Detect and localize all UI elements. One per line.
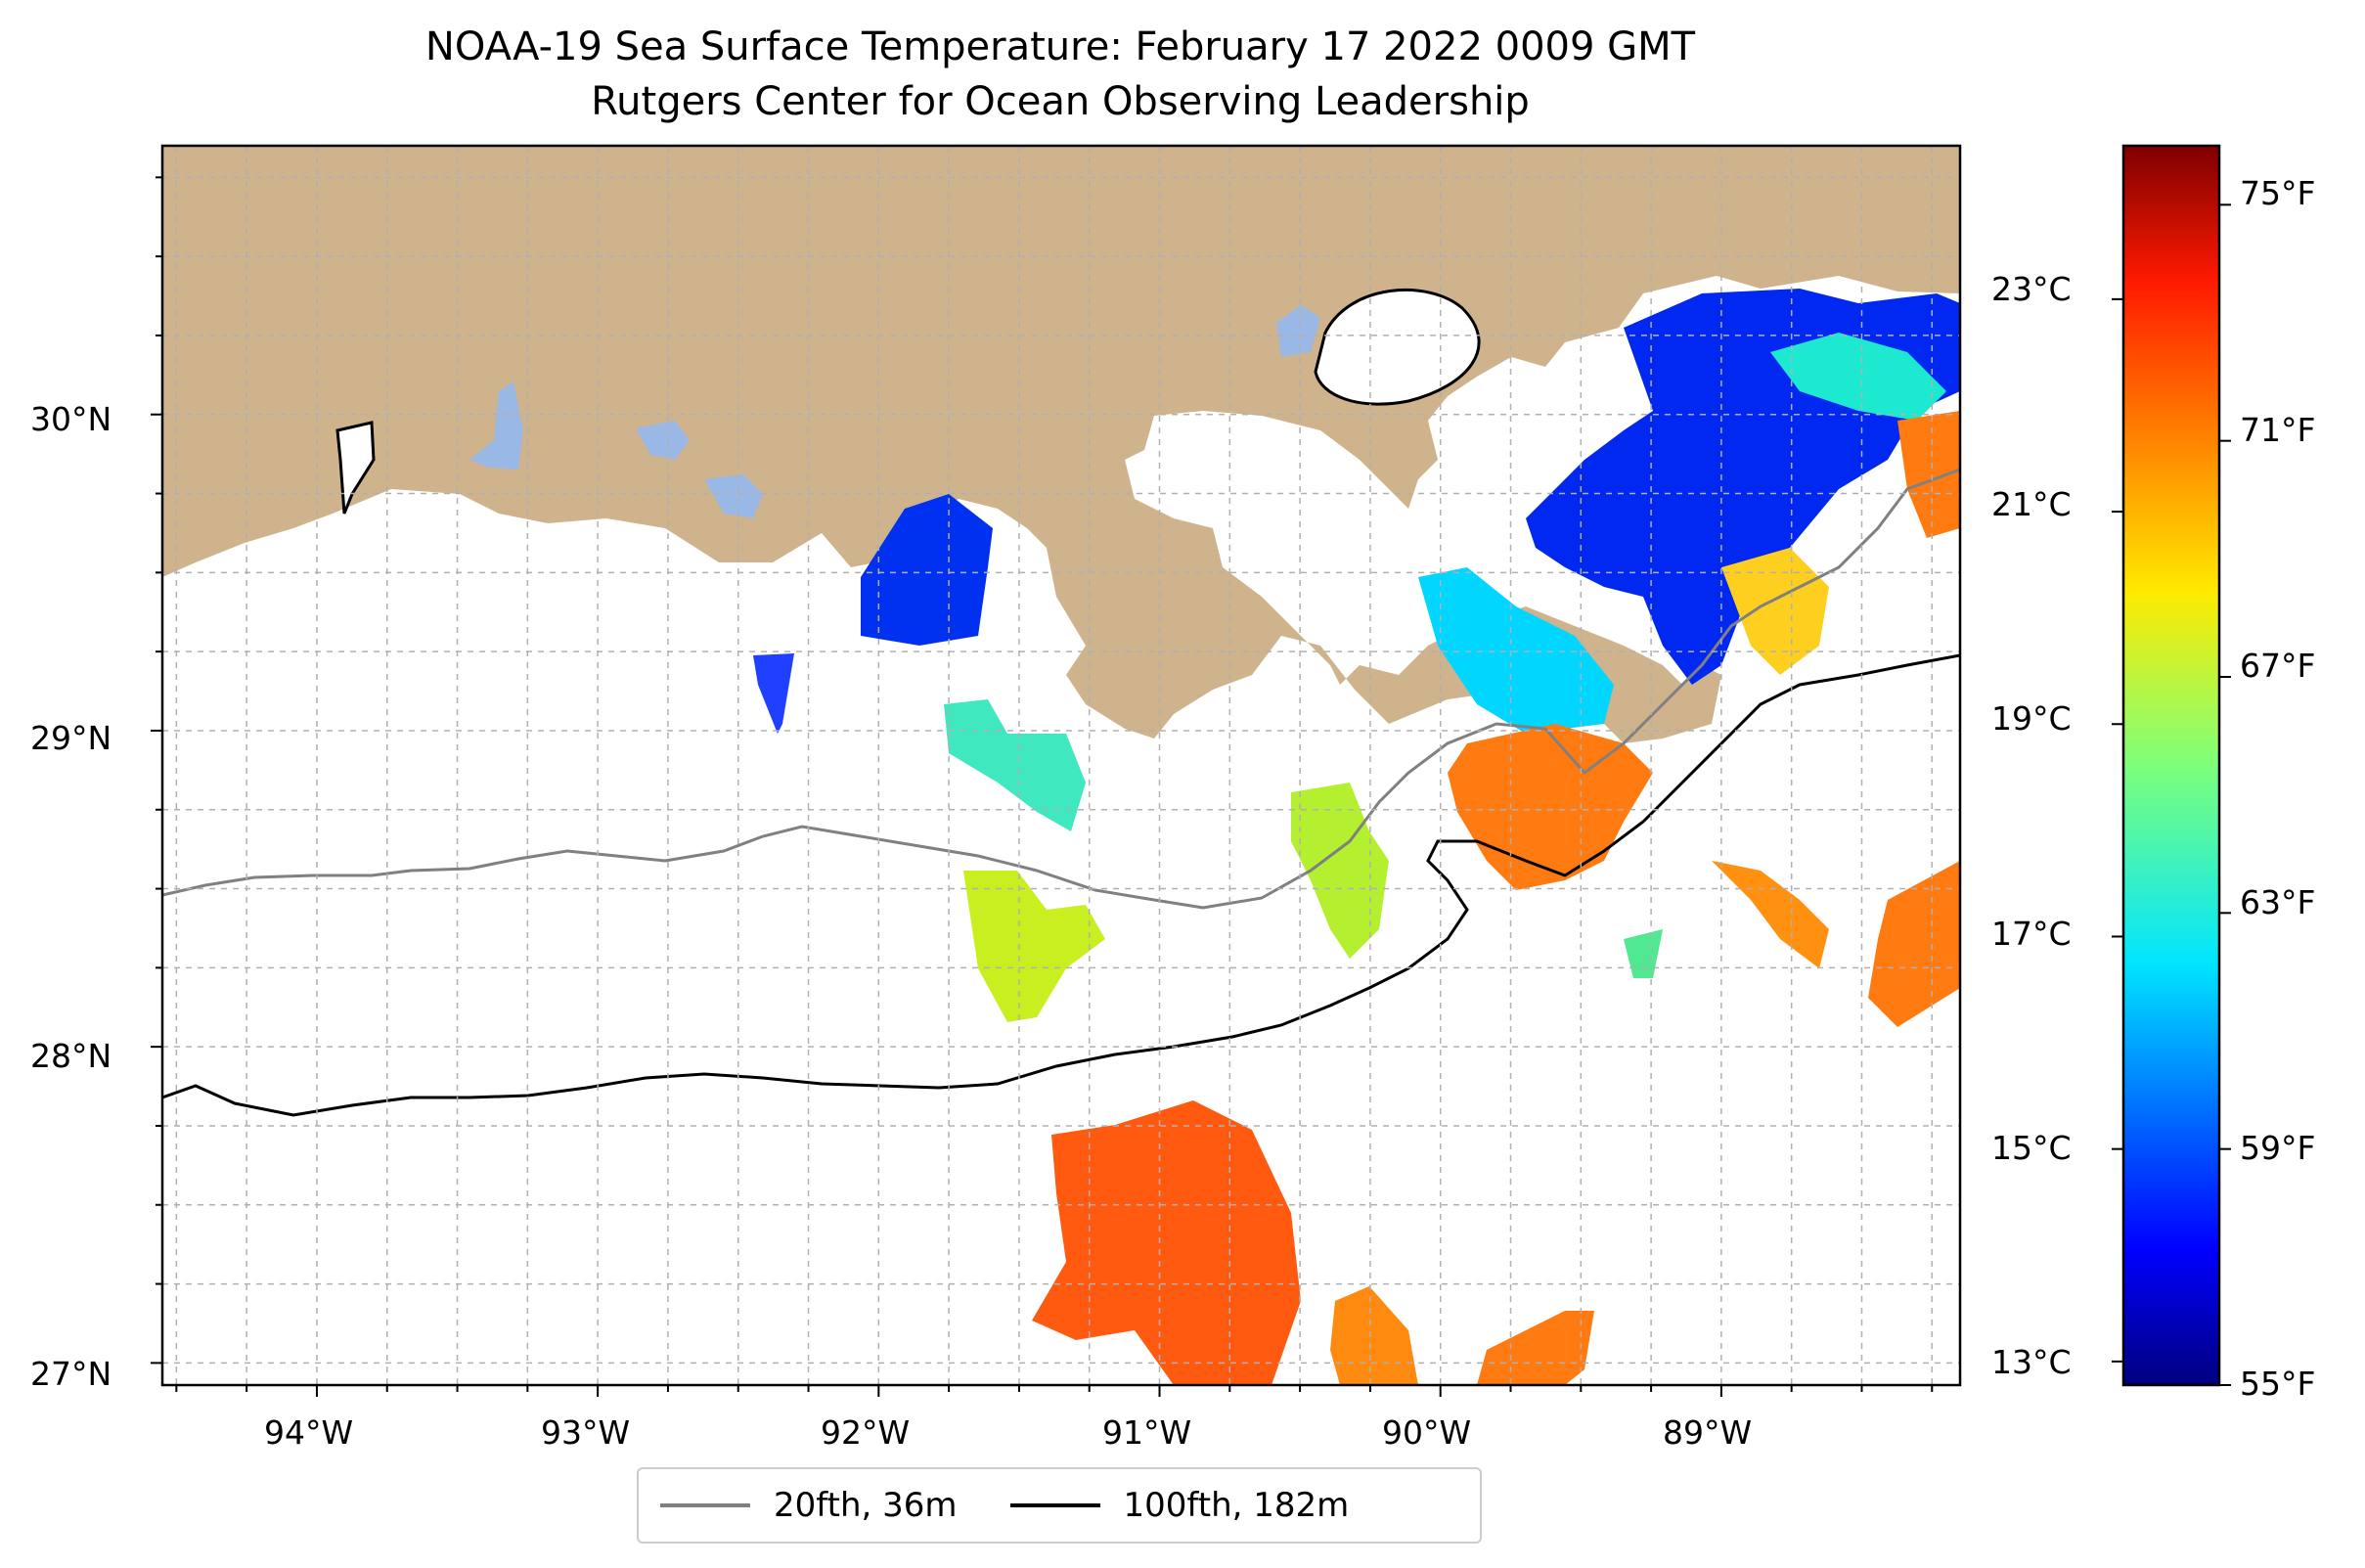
colorbar-fahrenheit-label: 71°F — [2240, 411, 2316, 449]
isobath-100fth — [162, 653, 1960, 1117]
lake — [636, 421, 690, 460]
sst-patch — [1330, 1286, 1418, 1385]
colorbar-celsius-label: 13°C — [1991, 1343, 2072, 1381]
lake — [1276, 305, 1320, 357]
chart-title: NOAA-19 Sea Surface Temperature: Februar… — [424, 24, 1696, 69]
sst-patch — [1624, 929, 1663, 978]
sst-patch — [861, 494, 993, 646]
sst-patch — [944, 699, 1086, 831]
sst-patch — [963, 871, 1105, 1022]
sst-patch — [753, 653, 794, 734]
colorbar-celsius-label: 15°C — [1991, 1129, 2072, 1167]
colorbar — [2121, 144, 2221, 1387]
colorbar-celsius-label: 21°C — [1991, 485, 2072, 523]
legend-item-100fth: 100fth, 182m — [1009, 1486, 1350, 1525]
legend: 20fth, 36m 100fth, 182m — [637, 1467, 1482, 1544]
colorbar-fahrenheit-label: 55°F — [2240, 1365, 2316, 1403]
legend-label: 20fth, 36m — [774, 1486, 958, 1525]
legend-label: 100fth, 182m — [1123, 1486, 1350, 1525]
lake — [704, 474, 763, 518]
lon-tick-label: 89°W — [1663, 1413, 1753, 1452]
sst-patch — [1477, 1311, 1594, 1385]
colorbar-fahrenheit-label: 75°F — [2240, 174, 2316, 212]
lake — [469, 381, 523, 470]
sst-patch — [1526, 289, 1960, 685]
colorbar-fahrenheit-label: 67°F — [2240, 647, 2316, 685]
lat-tick-label: 29°N — [30, 719, 112, 757]
colorbar-celsius-label: 23°C — [1991, 270, 2072, 308]
lat-tick-label: 30°N — [30, 400, 112, 438]
sst-patch — [1721, 548, 1829, 675]
sst-patch — [1032, 1100, 1301, 1385]
lon-tick-label: 94°W — [264, 1413, 354, 1452]
lon-tick-label: 91°W — [1102, 1413, 1192, 1452]
lat-tick-label: 28°N — [30, 1037, 112, 1075]
lon-tick-label: 90°W — [1382, 1413, 1472, 1452]
isobath-20fth — [162, 468, 1960, 910]
sst-patch — [1291, 783, 1389, 959]
lat-tick-label: 27°N — [30, 1355, 112, 1393]
lon-tick-label: 92°W — [821, 1413, 911, 1452]
plot-frame — [160, 144, 1962, 1387]
chart-subtitle: Rutgers Center for Ocean Observing Leade… — [591, 79, 1530, 124]
colorbar-fahrenheit-label: 59°F — [2240, 1129, 2316, 1167]
sst-patch — [1770, 333, 1946, 421]
colorbar-celsius-label: 19°C — [1991, 699, 2072, 738]
legend-line-gray — [660, 1503, 750, 1507]
sst-patch — [1418, 567, 1614, 734]
colorbar-celsius-label: 17°C — [1991, 915, 2072, 953]
legend-item-20fth: 20fth, 36m — [660, 1486, 958, 1525]
land — [162, 146, 1960, 743]
sst-patch — [1712, 861, 1829, 968]
colorbar-fahrenheit-label: 63°F — [2240, 883, 2316, 921]
sst-patch — [1868, 861, 1960, 1027]
sst-patch — [1897, 411, 1960, 538]
sst-patch — [1448, 724, 1653, 890]
legend-line-black — [1009, 1503, 1100, 1507]
lon-tick-label: 93°W — [541, 1413, 631, 1452]
